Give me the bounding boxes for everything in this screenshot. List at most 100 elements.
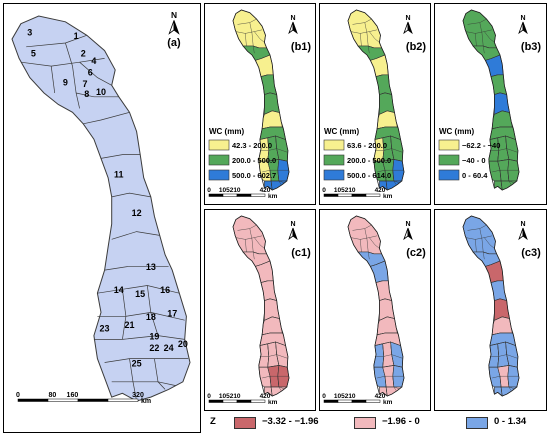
subbasin-label: 2 [81, 48, 86, 58]
subbasin-boundary [249, 228, 255, 260]
subbasin-boundary [255, 260, 271, 267]
subbasin-boundary [97, 312, 185, 321]
subbasin-boundary [264, 298, 277, 301]
subbasin-boundary [254, 237, 265, 249]
legend-label: 0 - 60.4 [462, 171, 488, 180]
svg-text:N: N [290, 15, 295, 22]
subbasin-boundary [100, 154, 141, 159]
z-swatch-weak-negative [354, 417, 376, 429]
subbasin-boundary [258, 159, 288, 162]
north-arrow-icon: N [168, 10, 180, 35]
subbasin-label: 18 [146, 312, 156, 322]
legend-swatch [323, 169, 345, 181]
subbasin-boundary [369, 237, 380, 249]
legend-swatch [323, 139, 345, 151]
subbasin-boundary [259, 354, 288, 359]
svg-text:N: N [405, 15, 410, 22]
scale-tick-label: 420 [375, 187, 386, 194]
panel-b2: N (b2) WC (mm) 63.6 - 200.0 200.0 - 500.0 500… [319, 3, 431, 205]
subbasin-boundary [350, 29, 378, 34]
subbasin-boundary [368, 45, 382, 48]
basin-outline [347, 9, 405, 191]
subbasin-boundary [93, 335, 185, 340]
north-arrow-icon: N [518, 221, 528, 241]
subbasin-boundary [111, 381, 176, 386]
subbasin-boundary [264, 316, 280, 321]
subbasin-boundary [262, 170, 289, 173]
north-arrow-icon: N [288, 15, 298, 35]
subbasin-boundary [374, 148, 403, 153]
subbasin-boundary [259, 341, 286, 346]
basin-outline [347, 215, 405, 397]
subbasin-label: 4 [91, 56, 96, 66]
z-legend-label-2: −1.96 - 0 [382, 416, 420, 427]
subbasin-boundary [494, 386, 515, 389]
subbasin-boundary [492, 126, 513, 129]
subbasin-boundary [379, 386, 400, 389]
subbasin-boundary [369, 31, 380, 43]
subbasin-boundary [483, 251, 497, 254]
subbasin-boundary [253, 251, 267, 254]
subbasin-boundary [374, 354, 403, 359]
panel-label: (c2) [406, 247, 426, 259]
z-swatch-strong-negative [234, 417, 256, 429]
north-arrow-icon: N [403, 221, 413, 241]
legend-title: WC (mm) [324, 127, 359, 136]
subbasin-label: 14 [114, 285, 124, 295]
subbasin-boundary [465, 235, 493, 240]
subbasin-boundary [375, 74, 389, 77]
subbasin-boundary [245, 239, 247, 253]
panel-c1: N (c1) 0 105210 420 km [204, 209, 316, 411]
subbasin-label: 16 [160, 285, 170, 295]
subbasin-boundary [490, 74, 504, 77]
legend-label: 200.0 - 500.0 [347, 156, 391, 165]
subbasin-boundary [370, 260, 386, 267]
legend-label: 500.0 - 614.0 [347, 171, 391, 180]
subbasin-boundary [377, 332, 398, 335]
scale-tick-label: 420 [260, 187, 271, 194]
subbasin-boundary [492, 170, 519, 173]
scale-tick-label: 0 [322, 187, 326, 194]
subbasin-boundary [264, 92, 277, 95]
subbasin-boundary [79, 61, 112, 86]
z-map-c3: N (c3) [462, 215, 541, 397]
scale-unit: km [383, 399, 393, 406]
subbasin-label: 1 [74, 31, 79, 41]
z-swatch-positive [466, 417, 488, 429]
scale-unit: km [268, 193, 278, 200]
map-zone [270, 180, 288, 191]
subbasin-label: 20 [178, 339, 188, 349]
svg-text:N: N [405, 221, 410, 228]
subbasin-boundary [260, 74, 274, 77]
subbasin-label: 21 [124, 320, 134, 330]
legend-swatch [208, 139, 230, 151]
subbasin-label: 15 [135, 289, 145, 299]
subbasin-label: 11 [114, 170, 124, 180]
subbasin-boundary [488, 365, 518, 368]
subbasin-boundary [492, 376, 519, 379]
svg-text:N: N [520, 221, 525, 228]
subbasin-label: 13 [146, 262, 156, 272]
subbasin-boundary [379, 180, 400, 183]
scale-tick-label: 0 [207, 187, 211, 194]
subbasin-boundary [253, 45, 267, 48]
subbasin-boundary [260, 280, 274, 283]
panel-a: 1 2 3 4 5 6 7 8 9 10 11 12 13 14 15 16 17 18 19 20 21 22 23 24 2… [3, 3, 201, 433]
subbasin-boundary [352, 18, 372, 25]
subbasin-label: 10 [96, 87, 106, 97]
subbasin-boundary [479, 228, 485, 260]
legend-label: −62.2 - −40 [462, 141, 500, 150]
subbasin-boundary [374, 341, 401, 346]
subbasin-label: 9 [63, 77, 68, 87]
legend-swatch [323, 154, 345, 166]
panel-label: (c1) [291, 247, 311, 259]
subbasin-boundary [65, 42, 80, 109]
subbasin-boundary [264, 110, 280, 115]
subbasin-boundary [264, 386, 285, 389]
subbasin-boundary [377, 376, 404, 379]
subbasin-boundary [364, 228, 370, 260]
subbasin-boundary [494, 110, 510, 115]
